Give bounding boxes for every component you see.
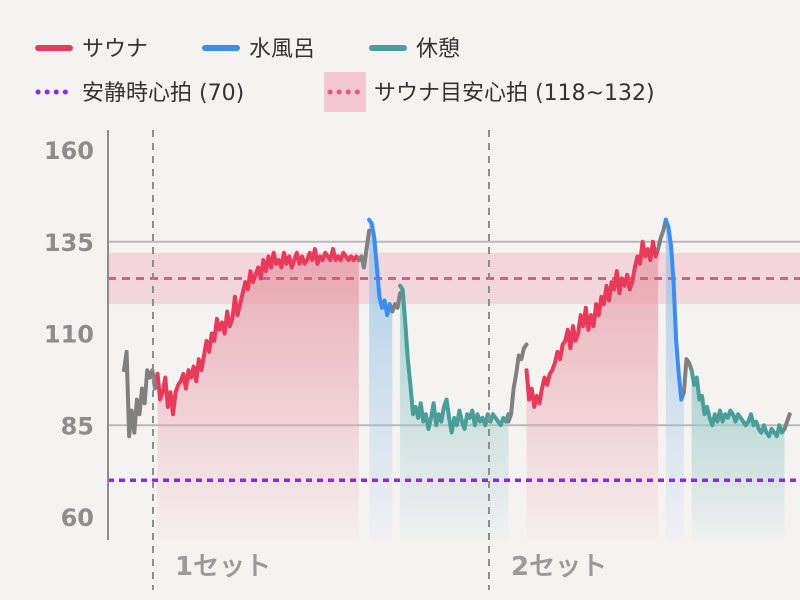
series-line-transition-10 [681, 357, 694, 395]
legend-item-cold: 水風呂 [202, 37, 315, 62]
set-label-2: 2セット [511, 552, 607, 582]
y-tick-label-110: 110 [44, 321, 94, 349]
series-line-transition-4 [390, 291, 403, 314]
legend-item-sauna: サウナ [35, 37, 148, 62]
legend-label: 休憩 [416, 37, 460, 62]
series-line-cold-3 [367, 217, 395, 318]
series-line-transition-12 [782, 412, 792, 431]
series-line-transition-2 [356, 228, 372, 270]
reference-lines [108, 276, 800, 483]
legend-label: 水風呂 [249, 37, 315, 62]
area-cold-3 [369, 219, 393, 541]
series-line-sauna-1 [155, 247, 361, 417]
set-label-1: 1セット [175, 552, 271, 582]
legend-item-target_hr: サウナ目安心拍 (118~132) [324, 72, 655, 112]
legend-item-resting_hr: 安静時心拍 (70) [35, 81, 244, 106]
series-line-transition-6 [506, 342, 529, 424]
series-line-rest-11 [689, 368, 787, 439]
area-rest-11 [691, 370, 785, 540]
y-tick-label-160: 160 [44, 137, 94, 165]
legend-label: サウナ目安心拍 (118~132) [374, 81, 655, 106]
y-tick-label-60: 60 [61, 504, 94, 532]
area-fills [157, 219, 785, 541]
legend-label: 安静時心拍 (70) [82, 81, 244, 106]
set-markers: 1セット 2セット [152, 130, 607, 590]
legend-label: サウナ [82, 37, 148, 62]
series-line-transition-0 [122, 349, 160, 439]
legend-item-rest: 休憩 [369, 37, 460, 62]
series-line-transition-8 [656, 217, 668, 252]
area-rest-5 [400, 285, 509, 540]
y-tick-label-85: 85 [61, 412, 94, 440]
y-axis: 60 85 110 135 160 [44, 130, 109, 540]
series-line-sauna-7 [524, 239, 661, 409]
area-cold-9 [665, 219, 684, 541]
area-sauna-1 [157, 249, 359, 540]
series-lines [122, 217, 792, 439]
series-line-rest-5 [398, 283, 511, 435]
series-line-cold-9 [663, 217, 686, 402]
y-tick-label-135: 135 [44, 229, 94, 257]
area-sauna-7 [526, 241, 659, 540]
